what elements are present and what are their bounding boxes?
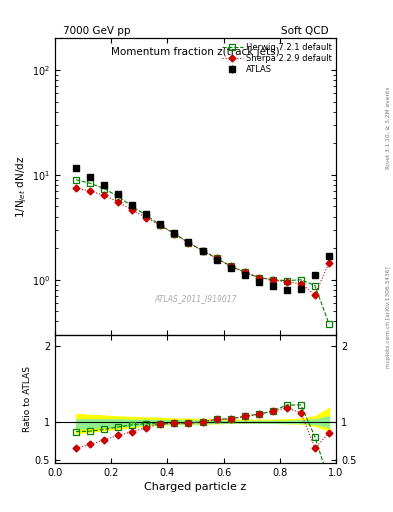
Herwig 7.2.1 default — [327, 321, 331, 327]
Herwig 7.2.1 default — [228, 263, 233, 269]
Sherpa 2.2.9 default — [102, 192, 107, 198]
Herwig 7.2.1 default — [214, 255, 219, 262]
Herwig 7.2.1 default — [158, 222, 163, 228]
Text: mcplots.cern.ch [arXiv:1306.3436]: mcplots.cern.ch [arXiv:1306.3436] — [386, 267, 391, 368]
Sherpa 2.2.9 default — [312, 292, 317, 298]
Herwig 7.2.1 default — [242, 269, 247, 275]
Sherpa 2.2.9 default — [214, 255, 219, 262]
Legend: Herwig 7.2.1 default, Sherpa 2.2.9 default, ATLAS: Herwig 7.2.1 default, Sherpa 2.2.9 defau… — [220, 41, 334, 75]
Text: ATLAS_2011_I919017: ATLAS_2011_I919017 — [154, 294, 237, 304]
Sherpa 2.2.9 default — [228, 263, 233, 269]
Herwig 7.2.1 default — [186, 240, 191, 246]
Sherpa 2.2.9 default — [299, 281, 303, 287]
Sherpa 2.2.9 default — [158, 222, 163, 228]
Line: Sherpa 2.2.9 default: Sherpa 2.2.9 default — [73, 185, 331, 297]
Herwig 7.2.1 default — [200, 247, 205, 253]
Sherpa 2.2.9 default — [116, 199, 121, 205]
Sherpa 2.2.9 default — [186, 240, 191, 246]
Sherpa 2.2.9 default — [242, 269, 247, 275]
X-axis label: Charged particle z: Charged particle z — [144, 482, 247, 493]
Sherpa 2.2.9 default — [74, 185, 79, 191]
Sherpa 2.2.9 default — [285, 279, 289, 285]
Line: Herwig 7.2.1 default: Herwig 7.2.1 default — [73, 177, 332, 327]
Herwig 7.2.1 default — [102, 185, 107, 191]
Sherpa 2.2.9 default — [327, 260, 331, 266]
Sherpa 2.2.9 default — [172, 230, 177, 237]
Herwig 7.2.1 default — [299, 276, 303, 283]
Herwig 7.2.1 default — [144, 212, 149, 219]
Sherpa 2.2.9 default — [144, 215, 149, 221]
Sherpa 2.2.9 default — [270, 276, 275, 283]
Text: Rivet 3.1.10, ≥ 3.2M events: Rivet 3.1.10, ≥ 3.2M events — [386, 87, 391, 169]
Sherpa 2.2.9 default — [256, 274, 261, 281]
Herwig 7.2.1 default — [172, 230, 177, 237]
Y-axis label: 1/N$_{jet}$ dN/dz: 1/N$_{jet}$ dN/dz — [15, 155, 29, 218]
Text: Soft QCD: Soft QCD — [281, 26, 328, 36]
Sherpa 2.2.9 default — [88, 188, 92, 194]
Herwig 7.2.1 default — [270, 276, 275, 283]
Sherpa 2.2.9 default — [130, 207, 135, 214]
Herwig 7.2.1 default — [74, 177, 79, 183]
Herwig 7.2.1 default — [116, 194, 121, 200]
Herwig 7.2.1 default — [88, 180, 92, 186]
Text: Momentum fraction z(track jets): Momentum fraction z(track jets) — [111, 47, 280, 57]
Herwig 7.2.1 default — [285, 278, 289, 284]
Y-axis label: Ratio to ATLAS: Ratio to ATLAS — [23, 366, 32, 432]
Sherpa 2.2.9 default — [200, 247, 205, 253]
Herwig 7.2.1 default — [312, 283, 317, 289]
Text: 7000 GeV pp: 7000 GeV pp — [63, 26, 130, 36]
Herwig 7.2.1 default — [256, 274, 261, 281]
Herwig 7.2.1 default — [130, 203, 135, 209]
